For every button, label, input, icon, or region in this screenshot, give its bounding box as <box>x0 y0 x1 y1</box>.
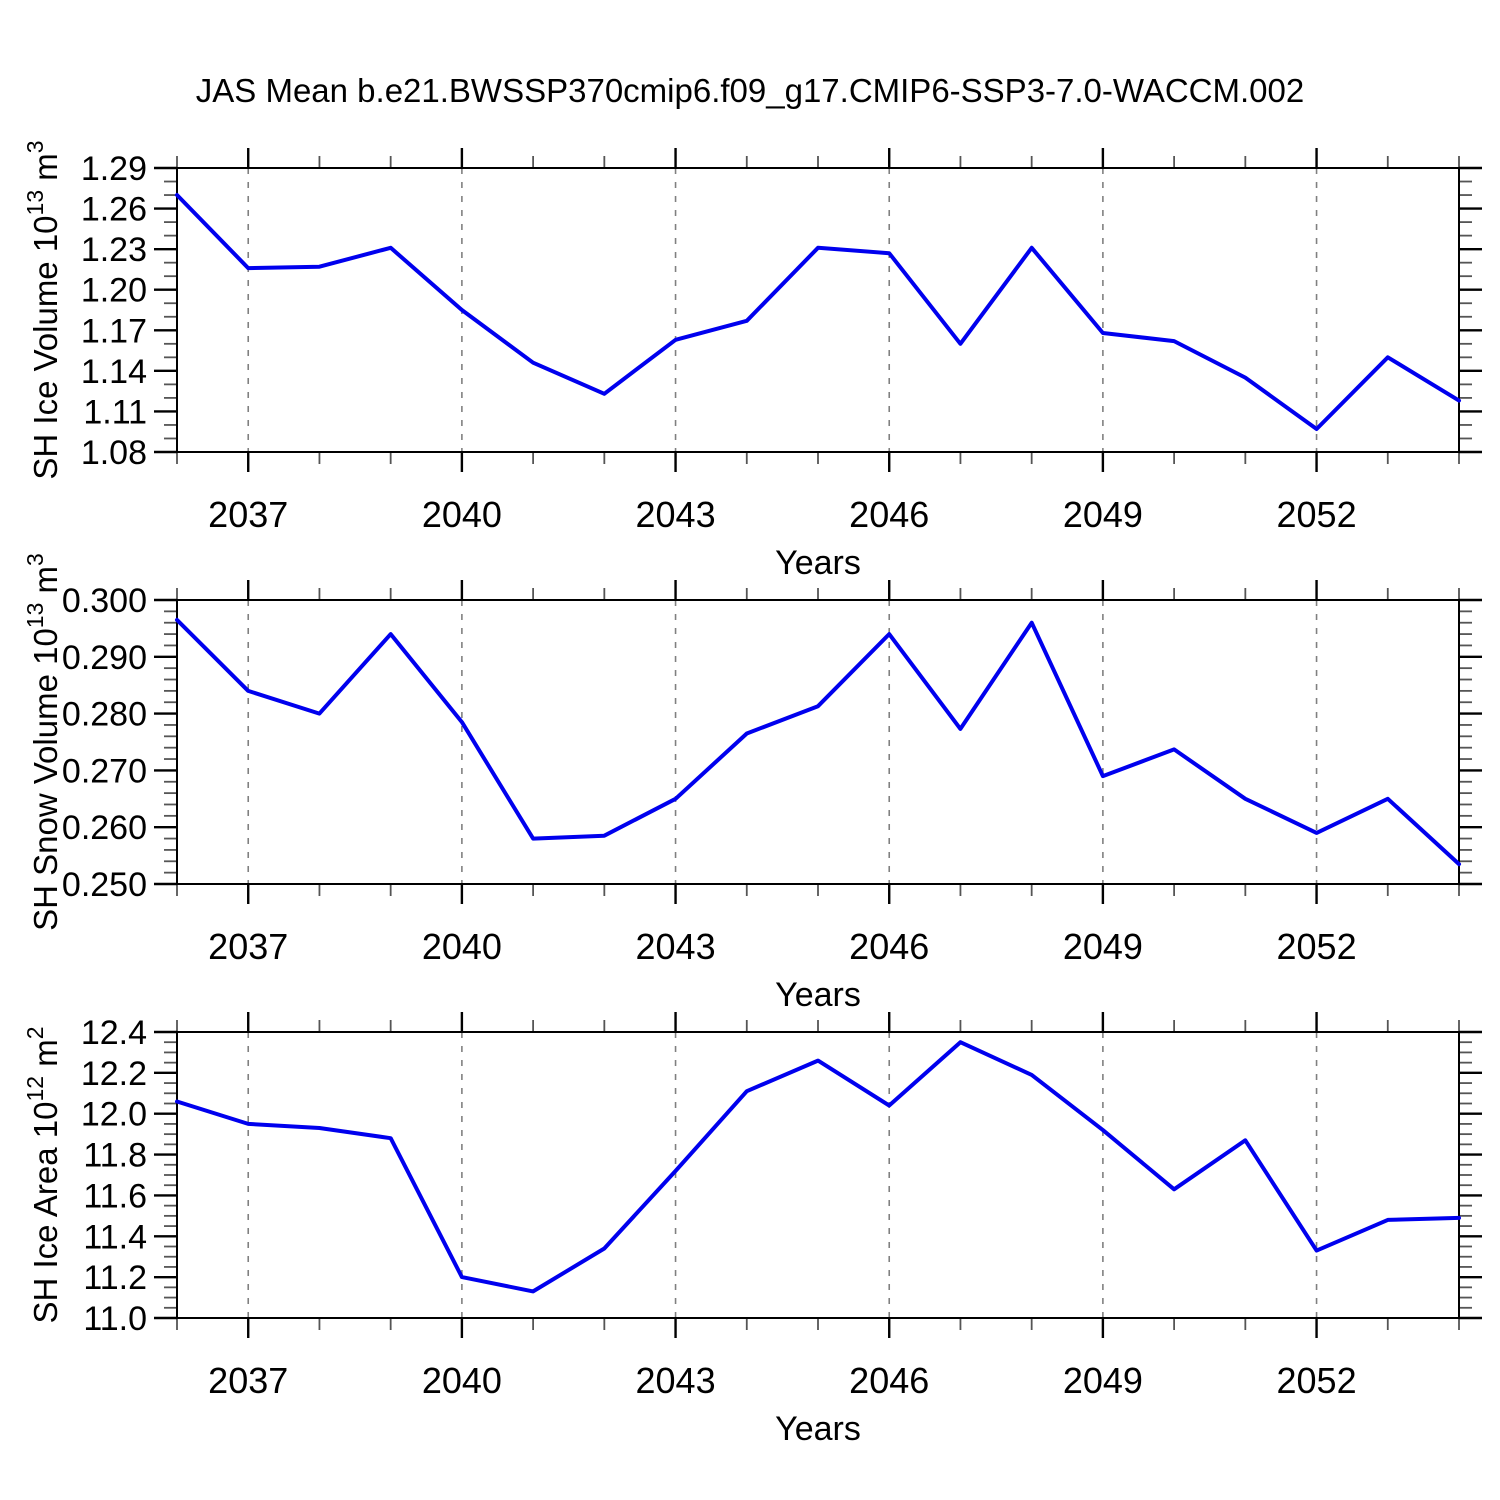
y-tick-label: 12.4 <box>81 1014 147 1052</box>
y-tick-label: 1.17 <box>81 312 147 350</box>
x-tick-label: 2043 <box>636 926 716 967</box>
x-tick-label: 2037 <box>208 1360 288 1401</box>
y-tick-label: 11.8 <box>83 1137 147 1175</box>
y-tick-label: 1.26 <box>81 191 147 229</box>
y-tick-label: 11.6 <box>83 1177 147 1215</box>
x-tick-label: 2037 <box>208 494 288 535</box>
y-tick-label: 11.4 <box>83 1218 147 1256</box>
y-tick-label: 1.20 <box>81 272 147 310</box>
x-tick-label: 2046 <box>849 494 929 535</box>
x-axis-label: Years <box>775 544 861 582</box>
x-tick-label: 2049 <box>1063 1360 1143 1401</box>
y-axis-label: SH Ice Volume 1013 m3 <box>22 140 64 479</box>
y-tick-label: 0.290 <box>62 639 147 677</box>
sh-ice-area-line <box>175 1040 1461 1294</box>
chart-title: JAS Mean b.e21.BWSSP370cmip6.f09_g17.CMI… <box>195 72 1305 109</box>
y-tick-label: 12.0 <box>81 1096 147 1134</box>
y-tick-label: 1.11 <box>83 393 147 431</box>
x-tick-label: 2040 <box>422 494 502 535</box>
plot-frame <box>176 1031 1460 1319</box>
x-tick-label: 2052 <box>1277 1360 1357 1401</box>
y-tick-label: 0.270 <box>62 752 147 790</box>
x-tick-label: 2046 <box>849 926 929 967</box>
x-tick-label: 2052 <box>1277 494 1357 535</box>
x-tick-label: 2043 <box>636 1360 716 1401</box>
y-tick-label: 0.260 <box>62 809 147 847</box>
sh-snow-volume-line <box>175 617 1461 867</box>
chart-sh-snow-volume: 2037 2040 2043 2046 2049 2052 0.250 0.260 0.270 0… <box>22 553 1482 1014</box>
y-tick-label: 1.23 <box>81 231 147 269</box>
x-tick-label: 2052 <box>1277 926 1357 967</box>
plot-frame <box>176 167 1460 453</box>
y-axis-label: SH Snow Volume 1013 m3 <box>22 553 64 931</box>
y-tick-label: 1.29 <box>81 150 147 188</box>
x-tick-label: 2037 <box>208 926 288 967</box>
x-tick-label: 2040 <box>422 926 502 967</box>
y-tick-label: 0.300 <box>62 582 147 620</box>
y-tick-label: 11.2 <box>83 1259 147 1297</box>
x-tick-label: 2046 <box>849 1360 929 1401</box>
chart-sh-ice-volume: 2037 2040 2043 2046 2049 2052 1.081.111.141.17… <box>22 140 1482 582</box>
x-axis-label: Years <box>775 976 861 1014</box>
y-axis-label: SH Ice Area 1012 m2 <box>22 1026 64 1323</box>
x-tick-label: 2040 <box>422 1360 502 1401</box>
x-tick-label: 2049 <box>1063 926 1143 967</box>
x-tick-label: 2043 <box>636 494 716 535</box>
y-tick-label: 11.0 <box>83 1300 147 1338</box>
y-tick-label: 1.14 <box>81 353 147 391</box>
y-tick-label: 1.08 <box>81 434 147 472</box>
plot-frame <box>176 599 1460 885</box>
x-axis-label: Years <box>775 1410 861 1448</box>
x-tick-label: 2049 <box>1063 494 1143 535</box>
y-tick-label: 0.280 <box>62 696 147 734</box>
chart-sh-ice-area: 2037 2040 2043 2046 2049 2052 11.011.211.411.6… <box>22 1012 1482 1448</box>
y-tick-label: 12.2 <box>81 1055 147 1093</box>
sh-ice-volume-line <box>175 193 1461 431</box>
y-tick-label: 0.250 <box>62 866 147 904</box>
